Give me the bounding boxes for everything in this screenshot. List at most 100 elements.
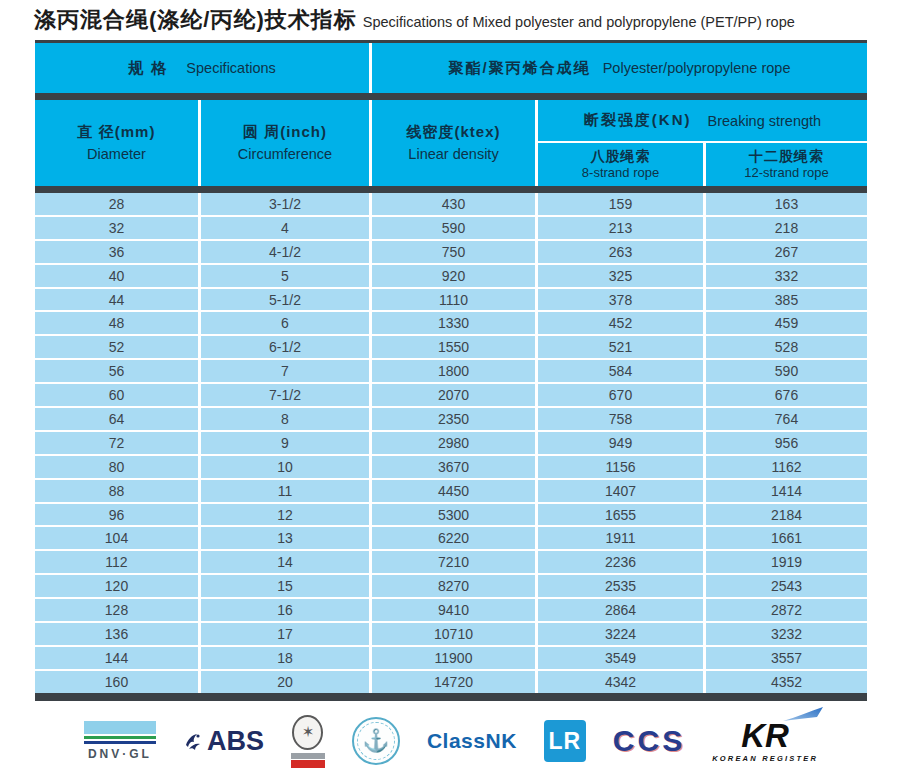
cell-diameter: 88 [35,480,198,502]
cell-circumference: 6 [201,312,369,334]
page: 涤丙混合绳(涤纶/丙纶)技术指标Specifications of Mixed … [0,0,900,779]
header-linear-density-zh: 线密度(ktex) [406,120,500,143]
table-row: 5671800584590 [35,360,867,382]
table-bottom-bar [35,693,867,701]
cell-circumference: 13 [201,527,369,549]
table-row: 10413622019111661 [35,527,867,549]
table-row: 8811445014071414 [35,480,867,502]
cell-strength-8strand: 378 [538,289,703,311]
cell-strength-12strand: 2184 [706,504,867,526]
table-row: 445-1/21110378385 [35,289,867,311]
table-row: 11214721022361919 [35,551,867,573]
cell-strength-8strand: 758 [538,408,703,430]
header-12-strand-en: 12-strand rope [744,165,829,181]
kr-subtitle: KOREAN REGISTER [712,754,818,763]
table-row: 405920325332 [35,265,867,287]
cell-linear-density: 1330 [372,312,535,334]
cell-strength-12strand: 3232 [706,623,867,645]
table-row: 144181190035493557 [35,647,867,669]
cell-linear-density: 9410 [372,599,535,621]
header-breaking-strength-en: Breaking strength [708,113,822,129]
cell-linear-density: 2070 [372,384,535,406]
seal-gray-band [291,753,325,759]
cell-strength-12strand: 459 [706,312,867,334]
header-circumference: 圆 周(inch) Circumference [201,100,369,186]
cell-circumference: 8 [201,408,369,430]
header-linear-density-en: Linear density [408,143,498,165]
header-12-strand-zh: 十二股绳索 [749,148,824,166]
cell-circumference: 5-1/2 [201,289,369,311]
header-diameter-en: Diameter [87,143,146,165]
cell-strength-8strand: 2236 [538,551,703,573]
cell-diameter: 72 [35,432,198,454]
dnv-stripe-navy [84,741,156,744]
cell-linear-density: 1110 [372,289,535,311]
table-row: 6482350758764 [35,408,867,430]
cell-circumference: 14 [201,551,369,573]
dnv-gl-logo: DNV·GL [84,721,156,761]
table-row: 364-1/2750263267 [35,241,867,263]
cell-strength-12strand: 528 [706,336,867,358]
table-row: 136171071032243232 [35,623,867,645]
ccs-logo: CCS [613,724,685,758]
table-row: 12816941028642872 [35,599,867,621]
header-rope-type: 聚酯/聚丙烯合成绳 Polyester/polypropylene rope [372,43,867,93]
cell-strength-12strand: 4352 [706,671,867,693]
cell-diameter: 32 [35,217,198,239]
cell-diameter: 52 [35,336,198,358]
header-specifications: 规 格 Specifications [35,43,369,93]
cell-circumference: 11 [201,480,369,502]
dnv-stripe-lightblue [84,721,156,734]
cell-linear-density: 7210 [372,551,535,573]
lr-label: LR [548,728,581,755]
header-12-strand: 十二股绳索 12-strand rope [706,143,867,186]
cell-circumference: 3-1/2 [201,193,369,215]
cell-linear-density: 590 [372,217,535,239]
header-breaking-strength-group: 断裂强度(KN) Breaking strength 八股绳索 8-strand… [538,100,867,186]
table-row: 12015827025352543 [35,575,867,597]
header-8-strand: 八股绳索 8-strand rope [538,143,703,186]
cell-diameter: 160 [35,671,198,693]
cell-diameter: 128 [35,599,198,621]
table-row: 7292980949956 [35,432,867,454]
table-divider-bar-2 [35,186,867,193]
cell-circumference: 4 [201,217,369,239]
table-header-row-2: 直 径(mm) Diameter 圆 周(inch) Circumference… [35,100,867,186]
table-row: 283-1/2430159163 [35,193,867,215]
page-title: 涤丙混合绳(涤纶/丙纶)技术指标Specifications of Mixed … [34,5,894,35]
classnk-label: ClassNK [427,729,517,753]
cell-circumference: 7-1/2 [201,384,369,406]
cell-linear-density: 1550 [372,336,535,358]
table-row: 526-1/21550521528 [35,336,867,358]
cell-strength-12strand: 2872 [706,599,867,621]
cell-strength-8strand: 263 [538,241,703,263]
cell-strength-12strand: 267 [706,241,867,263]
cell-diameter: 56 [35,360,198,382]
cell-circumference: 12 [201,504,369,526]
kr-swoosh-icon [783,707,823,723]
lloyds-register-logo: LR [544,720,586,762]
cell-strength-8strand: 3224 [538,623,703,645]
dnv-stripe-green [84,736,156,739]
cell-strength-8strand: 452 [538,312,703,334]
header-specifications-en: Specifications [186,60,275,76]
cell-strength-12strand: 163 [706,193,867,215]
table-row: 8010367011561162 [35,456,867,478]
cell-strength-12strand: 218 [706,217,867,239]
title-english: Specifications of Mixed polyester and po… [363,14,795,30]
header-8-strand-en: 8-strand rope [582,165,659,181]
cell-linear-density: 920 [372,265,535,287]
cell-linear-density: 6220 [372,527,535,549]
header-rope-type-en: Polyester/polypropylene rope [603,60,791,76]
cell-strength-8strand: 3549 [538,647,703,669]
header-rope-type-zh: 聚酯/聚丙烯合成绳 [449,59,591,78]
korean-register-logo: KR KOREAN REGISTER [712,719,818,763]
cell-linear-density: 2350 [372,408,535,430]
cell-circumference: 9 [201,432,369,454]
cell-strength-8strand: 2535 [538,575,703,597]
cell-strength-8strand: 4342 [538,671,703,693]
cell-strength-8strand: 1911 [538,527,703,549]
cell-circumference: 16 [201,599,369,621]
certification-logos: DNV·GL ABS ✶ ⚓ ClassNK LR C [35,708,867,774]
cell-strength-8strand: 1407 [538,480,703,502]
